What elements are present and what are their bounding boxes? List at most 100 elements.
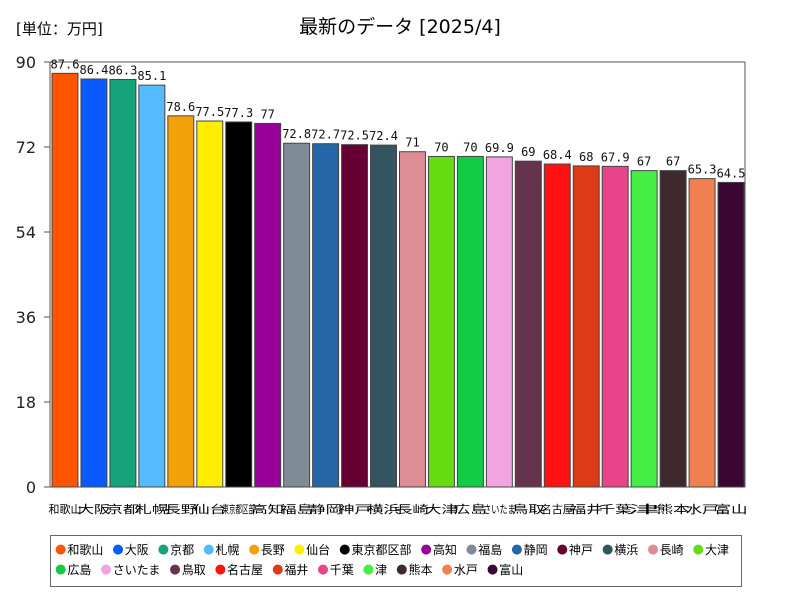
data-label: 77.5 [195, 105, 224, 119]
legend-item: ● 札幌 [203, 540, 239, 560]
legend-marker: ● [465, 542, 478, 557]
legend-item: ● 福島 [466, 540, 502, 560]
data-label: 78.6 [166, 100, 195, 114]
data-label: 72.7 [311, 128, 340, 142]
x-tick-label: さいたま [483, 503, 516, 516]
data-label: 85.1 [137, 69, 166, 83]
legend-item: ● 富山 [487, 560, 523, 580]
legend-marker: ● [362, 562, 375, 577]
bar [717, 181, 745, 488]
bar [51, 72, 79, 488]
bar [514, 160, 542, 488]
x-tick-label: 富山 [715, 502, 748, 516]
bar [254, 122, 282, 488]
x-tick-label: 鳥取 [512, 502, 545, 516]
data-label: 70 [463, 140, 477, 154]
legend-label: 静岡 [523, 543, 548, 557]
legend-marker: ● [396, 562, 408, 577]
x-tick-label: 長崎 [396, 502, 429, 516]
legend-label: 津 [375, 563, 388, 577]
data-label: 67 [637, 155, 651, 169]
legend-label: 大津 [705, 543, 730, 557]
legend-marker: ● [511, 542, 523, 557]
x-tick-label: 水戸 [686, 503, 719, 516]
legend-label: 京都 [170, 543, 195, 557]
legend-item: ● 静岡 [511, 540, 547, 560]
legend-marker: ● [55, 542, 67, 557]
legend-label: 広島 [67, 563, 92, 577]
bar [630, 170, 658, 488]
y-tick-label: 72 [16, 138, 36, 157]
x-tick-label: 福井 [570, 502, 603, 516]
data-label: 72.4 [369, 129, 398, 143]
bar [688, 178, 716, 488]
legend-label: 高知 [432, 543, 457, 557]
data-label: 68.4 [543, 148, 572, 162]
legend-item: ● 福井 [272, 560, 308, 580]
data-label: 86.4 [79, 63, 108, 77]
legend-marker: ● [248, 542, 260, 557]
x-tick-label: 福島 [280, 502, 313, 516]
legend-marker: ● [214, 562, 227, 577]
data-label: 72.8 [282, 127, 311, 141]
legend-item: ● 京都 [158, 540, 194, 560]
data-label: 69 [521, 145, 535, 159]
legend-marker: ● [100, 562, 112, 577]
legend-label: 和歌山 [67, 543, 104, 557]
legend-item: ● 東京都区部 [339, 540, 411, 560]
data-label: 67.9 [601, 150, 630, 164]
legend: ● 和歌山 ● 大阪 ● 京都 ● 札幌 ● 長野 ● 仙台 ● 東京都区部 ● 高知 ● 福島 ● 静岡 ● 神戸 ● 横浜… [50, 535, 742, 587]
legend-item: ● 仙台 [294, 540, 330, 560]
legend-marker: ● [55, 562, 67, 577]
bar [456, 155, 484, 488]
legend-label: 大阪 [124, 543, 149, 557]
legend-label: 水戸 [453, 563, 478, 577]
data-label: 77.3 [224, 106, 253, 120]
legend-marker: ● [486, 562, 499, 577]
legend-marker: ● [157, 542, 170, 557]
data-label: 69.9 [485, 141, 514, 155]
legend-marker: ● [317, 562, 329, 577]
plot-frame [49, 61, 746, 488]
bar [427, 155, 455, 488]
legend-label: 福井 [284, 563, 309, 577]
x-tick-label: 長野 [164, 503, 197, 516]
bar [283, 142, 311, 488]
legend-label: 仙台 [306, 543, 331, 557]
x-tick-label: 高知 [251, 502, 284, 516]
bar [485, 156, 513, 488]
legend-marker: ● [339, 542, 351, 557]
bar [659, 170, 687, 488]
x-tick-label: 和歌山 [49, 502, 82, 516]
legend-marker: ● [272, 562, 284, 577]
legend-item: ● 広島 [55, 560, 91, 580]
bar [399, 151, 426, 488]
x-tick-label: 京都 [106, 502, 139, 516]
legend-item: ● 千葉 [317, 560, 353, 580]
legend-label: 長崎 [659, 543, 684, 557]
legend-item: ● 名古屋 [215, 560, 263, 580]
bar [572, 165, 600, 488]
bar [109, 78, 137, 488]
legend-marker: ● [601, 542, 614, 557]
legend-marker: ● [692, 542, 705, 557]
y-tick-label: 54 [16, 223, 36, 242]
legend-marker: ● [647, 542, 659, 557]
legend-item: ● 神戸 [557, 540, 593, 560]
x-tick-label: 津 [628, 503, 661, 516]
legend-marker: ● [420, 542, 432, 557]
unit-label: [単位：万円] [16, 20, 103, 38]
legend-item: ● 大津 [693, 540, 729, 560]
legend-item: ● 高知 [421, 540, 457, 560]
legend-label: 千葉 [329, 563, 354, 577]
legend-label: 長野 [260, 543, 285, 557]
data-label: 65.3 [688, 163, 717, 177]
bar [543, 163, 571, 488]
legend-item: ● 水戸 [442, 560, 478, 580]
bar [370, 144, 397, 488]
x-tick-label: 名古屋 [541, 502, 574, 516]
legend-label: 熊本 [408, 563, 433, 577]
x-tick-label: 横浜 [367, 502, 400, 516]
data-label: 77 [260, 107, 274, 121]
